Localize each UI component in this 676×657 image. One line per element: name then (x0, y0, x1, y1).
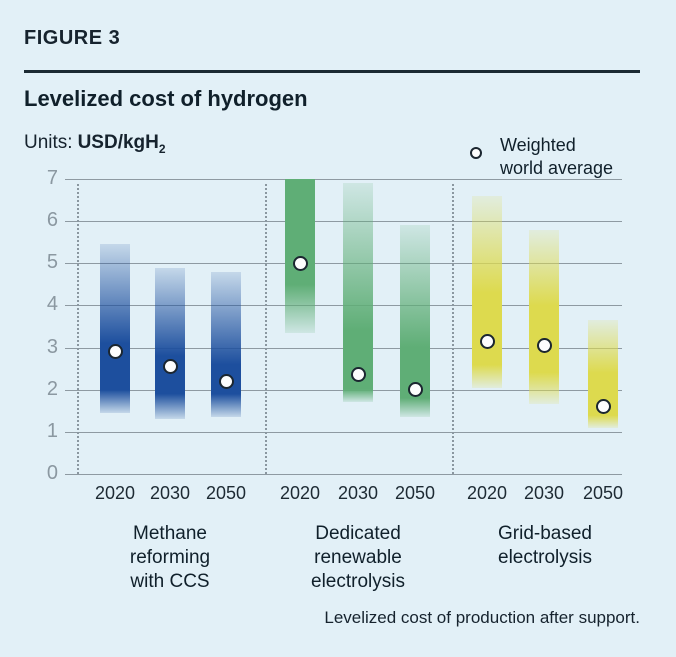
x-axis-year-label: 2030 (523, 483, 565, 503)
weighted-average-marker (350, 367, 366, 383)
gridline-y7 (65, 179, 622, 180)
x-axis-year-label: 2030 (149, 483, 191, 503)
y-axis-tick-label: 5 (46, 251, 58, 274)
header-divider (24, 70, 640, 73)
group-label-line: electrolysis (311, 571, 405, 592)
weighted-average-marker (595, 399, 611, 415)
group-label-line: Grid-based (498, 523, 592, 544)
footnote: Levelized cost of production after suppo… (324, 608, 640, 627)
weighted-average-marker (479, 333, 495, 349)
group-label: Grid-based electrolysis (445, 522, 645, 570)
group-label: Dedicated renewable electrolysis (258, 522, 458, 594)
cost-range-bar-2030 (343, 183, 373, 403)
x-axis-year-label: 2020 (94, 483, 136, 503)
y-axis-tick-label: 6 (46, 209, 58, 232)
weighted-average-marker (407, 382, 423, 398)
x-axis-year-label: 2050 (582, 483, 624, 503)
y-axis-tick-label: 2 (46, 377, 58, 400)
y-axis-tick-label: 7 (46, 167, 58, 189)
group-label-line: renewable (314, 547, 402, 568)
group-label-line: with CCS (130, 571, 210, 592)
weighted-average-marker (536, 337, 552, 353)
x-axis-year-label: 2020 (466, 483, 508, 503)
group-label-line: electrolysis (498, 547, 592, 568)
cost-range-bar-2020 (100, 244, 130, 413)
group-label: Methane reforming with CCS (70, 522, 270, 594)
units-label: Units: USD/kgH2 (24, 132, 166, 156)
units-prefix: Units: (24, 132, 73, 153)
x-axis-year-label: 2050 (394, 483, 436, 503)
group-separator-dotted-line (265, 184, 267, 474)
group-label-line: Methane (133, 523, 207, 544)
y-axis-tick-label: 0 (46, 462, 58, 484)
legend-label-line: world average (500, 158, 614, 178)
gridline-y0 (65, 474, 622, 475)
x-axis-year-label: 2030 (337, 483, 379, 503)
y-axis-tick-label: 1 (46, 419, 58, 442)
figure-number-label: FIGURE 3 (24, 27, 121, 49)
gridline-y1 (65, 431, 622, 433)
units-subscript: 2 (158, 141, 166, 156)
cost-range-bar-2020 (472, 195, 502, 388)
legend-label: Weighted world average (500, 134, 613, 180)
group-label-line: Dedicated (315, 523, 401, 544)
weighted-average-marker (218, 373, 234, 389)
y-axis-tick-label: 4 (46, 293, 58, 316)
weighted-average-marker (107, 344, 123, 360)
group-separator-dotted-line (77, 184, 79, 474)
cost-range-bar-2030 (155, 267, 185, 420)
cost-range-bar-2030 (529, 229, 559, 405)
weighted-average-marker (162, 359, 178, 375)
x-axis-year-label: 2050 (205, 483, 247, 503)
group-separator-dotted-line (452, 184, 454, 474)
x-axis-year-label: 2020 (279, 483, 321, 503)
group-label-line: reforming (129, 547, 211, 568)
plot-area: 0 1 2 3 4 5 6 7 (47, 167, 622, 484)
weighted-average-marker-icon (470, 147, 482, 159)
weighted-average-marker (292, 255, 308, 271)
cost-range-bar-2050 (211, 271, 241, 418)
y-axis-tick-label: 3 (46, 335, 58, 358)
chart-title: Levelized cost of hydrogen (24, 86, 308, 111)
legend-label-line: Weighted (500, 135, 576, 155)
units-value: USD/kgH (77, 132, 159, 153)
